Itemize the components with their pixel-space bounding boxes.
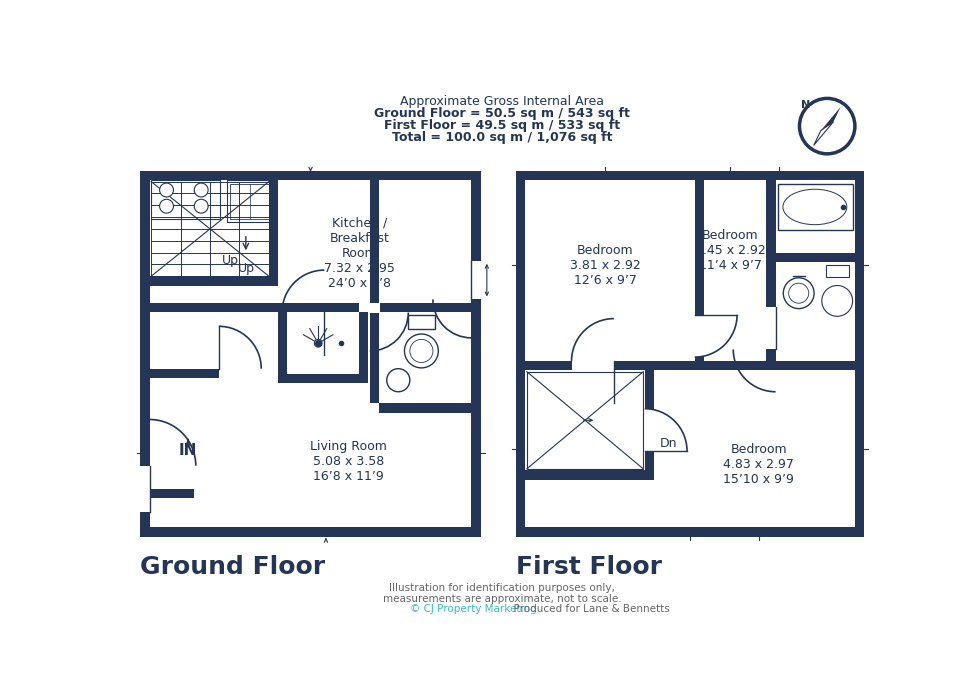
Text: Up: Up — [238, 262, 255, 275]
Bar — [525, 361, 855, 370]
Bar — [471, 261, 482, 299]
Bar — [140, 171, 150, 537]
Text: Bedroom
3.81 x 2.92
12’6 x 9’7: Bedroom 3.81 x 2.92 12’6 x 9’7 — [570, 244, 641, 287]
Text: Bedroom
4.83 x 2.97
15’10 x 9’9: Bedroom 4.83 x 2.97 15’10 x 9’9 — [723, 443, 794, 486]
Bar — [571, 361, 613, 371]
Circle shape — [789, 283, 808, 303]
Bar — [359, 313, 368, 374]
Circle shape — [410, 339, 433, 362]
Bar — [150, 180, 471, 527]
Bar — [150, 369, 219, 378]
Text: Ground Floor = 50.5 sq m / 543 sq ft: Ground Floor = 50.5 sq m / 543 sq ft — [374, 107, 630, 120]
Text: IN: IN — [179, 443, 197, 458]
Circle shape — [822, 285, 853, 316]
Bar — [516, 527, 864, 537]
Bar — [826, 265, 849, 277]
Bar — [408, 315, 435, 329]
Circle shape — [315, 339, 322, 347]
Circle shape — [194, 199, 208, 213]
Text: Approximate Gross Internal Area: Approximate Gross Internal Area — [400, 94, 605, 107]
Circle shape — [783, 278, 814, 309]
Text: Illustration for identification purposes only,: Illustration for identification purposes… — [389, 583, 615, 593]
Text: Ground Floor: Ground Floor — [140, 555, 325, 579]
Text: measurements are approximate, not to scale.: measurements are approximate, not to sca… — [383, 593, 621, 604]
Bar — [525, 180, 855, 527]
Bar — [855, 171, 864, 537]
Bar — [695, 315, 705, 357]
Circle shape — [160, 183, 173, 197]
Circle shape — [800, 98, 855, 154]
Bar — [695, 180, 704, 361]
Bar — [278, 303, 324, 313]
Bar — [645, 409, 655, 451]
Circle shape — [160, 199, 173, 213]
Bar — [150, 489, 194, 498]
Bar — [379, 303, 471, 313]
Bar — [369, 303, 380, 313]
Text: First Floor: First Floor — [516, 555, 662, 579]
Polygon shape — [821, 107, 841, 131]
Circle shape — [194, 183, 208, 197]
Text: Up: Up — [221, 254, 239, 267]
Text: © CJ Property Marketing: © CJ Property Marketing — [410, 604, 537, 614]
Bar — [379, 403, 471, 413]
Bar — [150, 276, 278, 285]
Text: Living Room
5.08 x 3.58
16’8 x 11’9: Living Room 5.08 x 3.58 16’8 x 11’9 — [310, 440, 387, 482]
Bar — [140, 527, 481, 537]
Bar — [525, 470, 654, 480]
Text: Produced for Lane & Bennetts: Produced for Lane & Bennetts — [507, 604, 669, 614]
Bar — [471, 171, 481, 537]
Polygon shape — [813, 121, 834, 145]
Circle shape — [387, 369, 410, 392]
Bar — [150, 303, 278, 313]
Ellipse shape — [783, 189, 847, 225]
Bar — [766, 307, 776, 350]
Bar — [226, 180, 272, 223]
Bar — [369, 180, 379, 403]
Bar — [527, 372, 643, 469]
Bar — [140, 466, 150, 512]
Text: Total = 100.0 sq m / 1,076 sq ft: Total = 100.0 sq m / 1,076 sq ft — [392, 131, 612, 144]
Bar — [645, 370, 654, 470]
Bar — [766, 180, 775, 361]
Bar — [775, 253, 855, 262]
Bar — [140, 171, 481, 180]
Text: Bedroom
3.45 x 2.92
11’4 x 9’7: Bedroom 3.45 x 2.92 11’4 x 9’7 — [695, 228, 765, 272]
Bar — [278, 313, 287, 374]
Bar — [516, 171, 525, 537]
Bar — [230, 184, 269, 218]
Text: Dn: Dn — [661, 437, 677, 450]
Bar — [278, 303, 359, 313]
Bar — [516, 171, 864, 180]
Bar — [151, 180, 220, 218]
Bar — [278, 374, 368, 383]
Text: N: N — [801, 100, 810, 110]
Text: First Floor = 49.5 sq m / 533 sq ft: First Floor = 49.5 sq m / 533 sq ft — [384, 119, 620, 132]
Circle shape — [405, 334, 438, 368]
Bar — [269, 180, 278, 276]
Bar — [778, 184, 853, 230]
Text: Kitchen /
Breakfast
Room
7.32 x 2.95
24’0 x 9’8: Kitchen / Breakfast Room 7.32 x 2.95 24’… — [324, 216, 395, 290]
